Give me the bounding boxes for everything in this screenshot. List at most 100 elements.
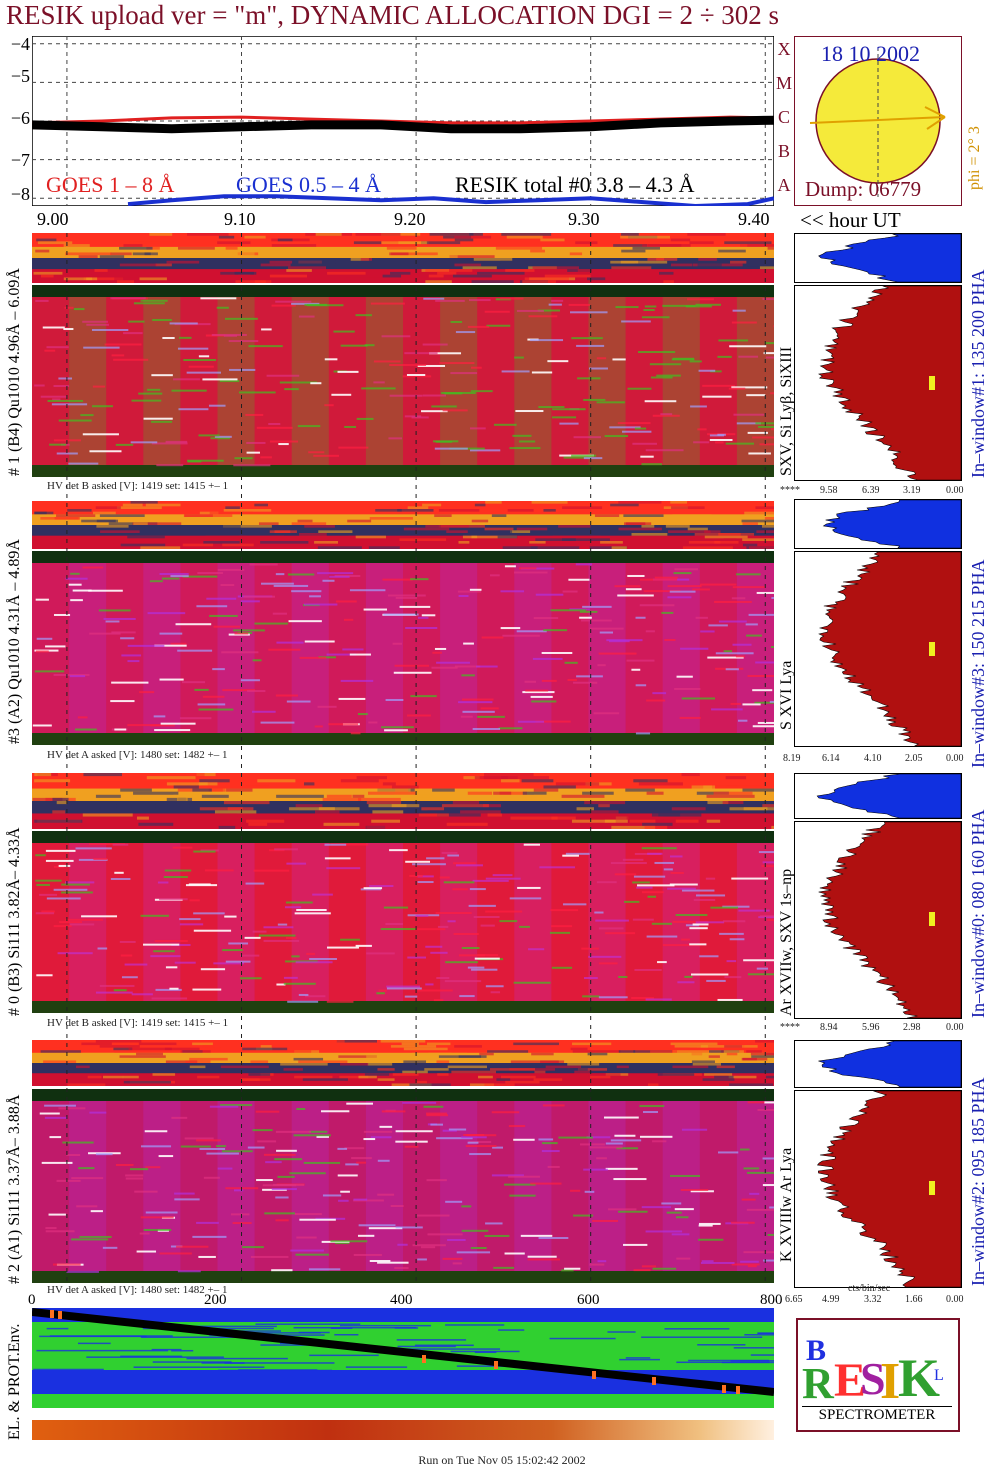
heatmap-streak — [115, 1163, 134, 1166]
strip-cell — [421, 807, 445, 811]
heatmap-streak — [532, 657, 563, 660]
heatmap-streak — [631, 996, 654, 999]
strip-row — [32, 546, 774, 549]
heatmap-streak — [263, 939, 300, 942]
heatmap-column — [217, 1101, 255, 1271]
heatmap-streak — [752, 725, 774, 728]
strip-cell — [670, 238, 691, 242]
strip-cell — [368, 791, 416, 796]
heatmap-streak — [672, 920, 709, 923]
heatmap-streak — [580, 1143, 605, 1146]
heatmap-streak — [513, 981, 551, 984]
heatmap-streak — [98, 609, 131, 612]
heatmap-streak — [174, 961, 196, 964]
y-tick: −5 — [10, 66, 30, 86]
heatmap-streak — [447, 920, 456, 923]
bottom-x-tick: 600 — [577, 1292, 600, 1308]
strip-cell — [575, 241, 598, 245]
strip-cell — [225, 506, 240, 510]
heatmap-streak — [719, 932, 744, 935]
heatmap-streak — [426, 857, 445, 860]
heatmap-streak — [631, 668, 641, 671]
heatmap-streak — [539, 866, 576, 869]
strip-cell — [37, 543, 65, 547]
heatmap-streak — [621, 320, 651, 323]
heatmap-streak — [640, 455, 654, 458]
strip-texture — [32, 233, 774, 283]
heatmap-streak — [632, 442, 657, 445]
heatmap-streak — [715, 441, 724, 444]
strip-cell — [533, 788, 559, 793]
strip-cell — [458, 541, 470, 545]
strip-cell — [226, 788, 253, 793]
histogram-window-marker — [929, 642, 935, 656]
heatmap-streak — [379, 1125, 393, 1128]
heatmap-streak — [410, 695, 437, 698]
heatmap-streak — [233, 1189, 244, 1192]
y-tick: −8 — [10, 184, 30, 204]
strip-cell — [610, 503, 639, 507]
heatmap-streak — [690, 405, 707, 408]
strip-cell — [674, 1045, 708, 1049]
heatmap-streak — [160, 722, 196, 725]
strip-cell — [368, 546, 400, 549]
strip-cell — [178, 246, 215, 251]
strip-cell — [166, 260, 200, 265]
heatmap-streak — [528, 948, 545, 951]
heatmap-streak — [756, 967, 769, 970]
heatmap-streak — [64, 881, 95, 884]
strip-cell — [321, 1040, 345, 1044]
page-title: RESIK upload ver = "m", DYNAMIC ALLOCATI… — [6, 0, 780, 30]
heatmap-streak — [433, 440, 459, 443]
env-line — [193, 1325, 277, 1328]
heatmap-streak — [652, 1140, 667, 1143]
heatmap-streak — [610, 1139, 642, 1142]
heatmap-column — [69, 563, 107, 733]
heatmap-streak — [39, 893, 58, 896]
strip-cell — [218, 235, 235, 240]
heatmap-streak — [45, 849, 76, 852]
heatmap-streak — [762, 861, 774, 864]
heatmap-streak — [322, 579, 335, 582]
detector-3-spectrum-strip — [32, 501, 774, 549]
heatmap-streak — [743, 1251, 774, 1254]
heatmap-streak — [746, 394, 766, 397]
heatmap-streak — [583, 1168, 608, 1171]
strip-cell — [303, 782, 315, 786]
heatmap-streak — [387, 594, 426, 597]
heatmap-bg — [32, 551, 774, 745]
heatmap-streak — [717, 998, 743, 1001]
heatmap-streak — [291, 590, 322, 593]
strip-cell — [318, 530, 353, 534]
strip-cell — [725, 776, 747, 780]
heatmap-streak — [242, 1246, 264, 1249]
strip-cell — [437, 271, 457, 276]
strip-cell — [276, 794, 324, 799]
heatmap-streak — [625, 588, 642, 591]
heatmap-streak — [224, 915, 237, 918]
hist-tick: 0.00 — [946, 753, 964, 764]
detector-0-heatmap — [32, 831, 774, 1013]
heatmap-streak — [439, 876, 450, 879]
strip-cell — [394, 235, 443, 240]
heatmap-streak — [527, 1258, 560, 1261]
heatmap-streak — [485, 985, 504, 988]
heatmap-streak — [597, 1260, 607, 1263]
bottom-x-tick: 400 — [390, 1292, 413, 1308]
heatmap-streak — [762, 1157, 774, 1160]
strip-cell — [52, 810, 66, 814]
heatmap-streak — [685, 924, 699, 927]
strip-cell — [552, 535, 601, 539]
heatmap-streak — [430, 951, 448, 954]
strip-cell — [366, 788, 411, 793]
heatmap-streak — [603, 1116, 639, 1119]
strip-cell — [741, 1057, 757, 1061]
heatmap-streak — [402, 1101, 437, 1104]
heatmap-streak — [520, 567, 555, 570]
heatmap-streak — [65, 577, 88, 580]
heatmap-streak — [508, 1125, 526, 1128]
heatmap-streak — [386, 987, 422, 990]
strip-cell — [96, 525, 129, 529]
strip-cell — [589, 546, 628, 549]
heatmap-streak — [279, 381, 318, 384]
